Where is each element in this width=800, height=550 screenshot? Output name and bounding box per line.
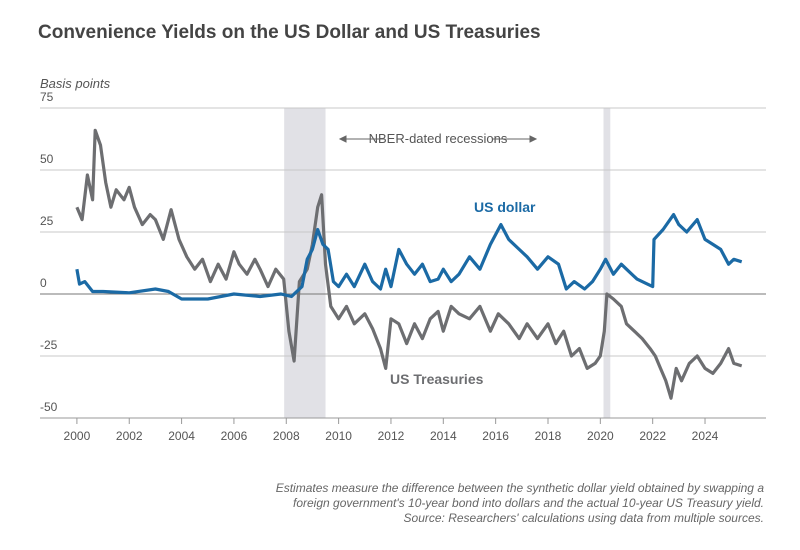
- x-tick-label: 2014: [430, 429, 457, 443]
- footnote: foreign government's 10-year bond into d…: [293, 496, 764, 510]
- x-tick-label: 2006: [221, 429, 248, 443]
- x-tick-label: 2008: [273, 429, 300, 443]
- x-tick-label: 2018: [535, 429, 562, 443]
- series-line: [75, 128, 743, 400]
- footnote: Estimates measure the difference between…: [276, 481, 765, 495]
- series-label: US Treasuries: [390, 371, 484, 387]
- x-tick-label: 2020: [587, 429, 614, 443]
- chart-title: Convenience Yields on the US Dollar and …: [38, 22, 541, 43]
- annotation: NBER-dated recessions: [369, 131, 508, 146]
- y-tick-label: 50: [40, 152, 54, 166]
- series-label: US dollar: [474, 199, 536, 215]
- x-tick-label: 2016: [482, 429, 509, 443]
- x-tick-label: 2010: [325, 429, 352, 443]
- recession-band: [284, 108, 326, 418]
- y-tick-label: 75: [40, 90, 54, 104]
- x-tick-label: 2012: [378, 429, 405, 443]
- footnote: Source: Researchers' calculations using …: [404, 511, 764, 525]
- annotation-arrows: [338, 135, 538, 143]
- x-tick-label: 2004: [168, 429, 195, 443]
- y-tick-label: -25: [40, 338, 58, 352]
- series-line: [75, 213, 743, 301]
- x-tick-label: 2002: [116, 429, 143, 443]
- x-tick-label: 2000: [64, 429, 91, 443]
- x-tick-label: 2022: [639, 429, 666, 443]
- y-axis-label: Basis points: [40, 76, 111, 91]
- y-tick-label: -50: [40, 400, 58, 414]
- y-tick-label: 25: [40, 214, 54, 228]
- y-tick-label: 0: [40, 276, 47, 290]
- x-tick-label: 2024: [692, 429, 719, 443]
